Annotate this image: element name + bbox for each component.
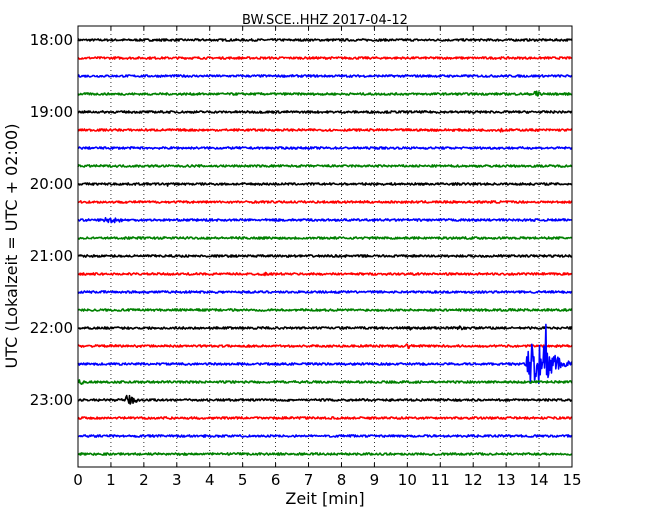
x-tick-label: 11 [431,471,450,489]
y-axis-label: UTC (Lokalzeit = UTC + 02:00) [2,124,21,369]
x-tick-label: 9 [370,471,380,489]
trace-2200 [77,325,573,331]
y-tick-label: 23:00 [30,391,73,409]
y-tick-label: 21:00 [30,247,73,265]
trace-1900 [77,110,573,114]
y-tick-label: 18:00 [30,31,73,49]
x-tick-label: 10 [398,471,417,489]
trace-2230 [77,323,573,385]
x-tick-label: 14 [530,471,549,489]
trace-2000 [77,182,573,187]
x-tick-label: 7 [304,471,314,489]
trace-2300 [77,394,573,405]
x-tick-label: 13 [497,471,516,489]
trace-2100 [77,254,573,258]
trace-1800 [77,38,573,42]
y-tick-label: 20:00 [30,175,73,193]
x-tick-label: 4 [205,471,215,489]
trace-2315 [77,416,573,420]
trace-2130 [77,290,573,294]
trace-2145 [77,308,573,312]
y-tick-label: 22:00 [30,319,73,337]
x-tick-label: 8 [337,471,347,489]
chart-title: BW.SCE..HHZ 2017-04-12 [242,13,408,28]
x-tick-label: 1 [106,471,116,489]
trace-2045 [77,236,573,240]
x-tick-label: 3 [172,471,182,489]
x-tick-label: 0 [73,471,83,489]
trace-1930 [77,146,573,150]
plot-frame [77,25,573,468]
x-axis-label: Zeit [min] [285,489,364,508]
traces [77,38,573,456]
trace-1915 [77,127,573,133]
trace-2245 [77,379,573,385]
trace-2015 [77,200,573,204]
x-axis: 0 1 2 3 4 5 6 7 8 9 10 11 12 13 14 15 [73,26,582,489]
trace-1845 [77,90,573,97]
trace-2115 [77,271,573,277]
x-tick-label: 12 [464,471,483,489]
trace-2345 [77,452,573,456]
trace-1945 [77,164,573,168]
y-axis: 18:00 19:00 20:00 21:00 22:00 23:00 [30,31,572,409]
trace-1815 [77,56,573,60]
x-tick-label: 2 [139,471,149,489]
trace-2030 [77,217,573,224]
trace-2215 [77,343,573,350]
x-tick-label: 6 [271,471,281,489]
x-tick-label: 15 [562,471,581,489]
grid-lines [110,26,540,467]
trace-1830 [77,74,573,78]
trace-2330 [77,434,573,438]
y-tick-label: 19:00 [30,103,73,121]
x-tick-label: 5 [238,471,248,489]
